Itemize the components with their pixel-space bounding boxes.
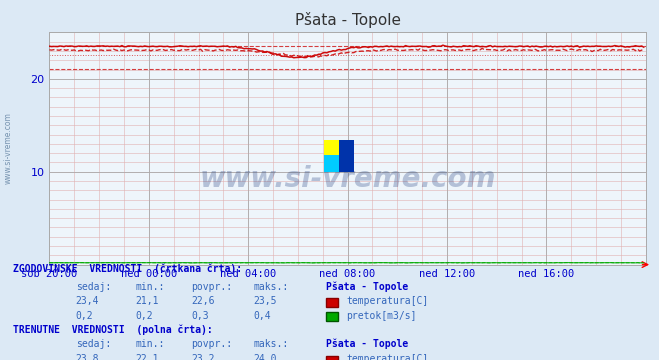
Text: temperatura[C]: temperatura[C] — [346, 296, 428, 306]
Text: www.si-vreme.com: www.si-vreme.com — [200, 165, 496, 193]
Text: 22,1: 22,1 — [135, 354, 159, 360]
Text: povpr.:: povpr.: — [191, 282, 232, 292]
Text: 23,2: 23,2 — [191, 354, 215, 360]
Text: Pšata - Topole: Pšata - Topole — [326, 281, 409, 292]
Text: 0,2: 0,2 — [76, 311, 94, 321]
Text: povpr.:: povpr.: — [191, 339, 232, 350]
Text: 23,4: 23,4 — [76, 296, 100, 306]
Text: 23,8: 23,8 — [76, 354, 100, 360]
Text: www.si-vreme.com: www.si-vreme.com — [4, 112, 13, 184]
Bar — [339, 140, 355, 172]
Text: 23,5: 23,5 — [254, 296, 277, 306]
Text: temperatura[C]: temperatura[C] — [346, 354, 428, 360]
Bar — [324, 140, 339, 156]
Title: Pšata - Topole: Pšata - Topole — [295, 13, 401, 28]
Text: 24,0: 24,0 — [254, 354, 277, 360]
Text: 0,3: 0,3 — [191, 311, 209, 321]
Text: maks.:: maks.: — [254, 282, 289, 292]
Text: 22,6: 22,6 — [191, 296, 215, 306]
Text: sedaj:: sedaj: — [76, 339, 111, 350]
Text: min.:: min.: — [135, 339, 165, 350]
Bar — [324, 156, 339, 172]
Text: maks.:: maks.: — [254, 339, 289, 350]
Text: sedaj:: sedaj: — [76, 282, 111, 292]
Text: 0,2: 0,2 — [135, 311, 153, 321]
Text: pretok[m3/s]: pretok[m3/s] — [346, 311, 416, 321]
Text: 21,1: 21,1 — [135, 296, 159, 306]
Text: ZGODOVINSKE  VREDNOSTI  (črtkana črta):: ZGODOVINSKE VREDNOSTI (črtkana črta): — [13, 263, 243, 274]
Text: min.:: min.: — [135, 282, 165, 292]
Text: 0,4: 0,4 — [254, 311, 272, 321]
Text: TRENUTNE  VREDNOSTI  (polna črta):: TRENUTNE VREDNOSTI (polna črta): — [13, 324, 213, 335]
Text: Pšata - Topole: Pšata - Topole — [326, 339, 409, 350]
